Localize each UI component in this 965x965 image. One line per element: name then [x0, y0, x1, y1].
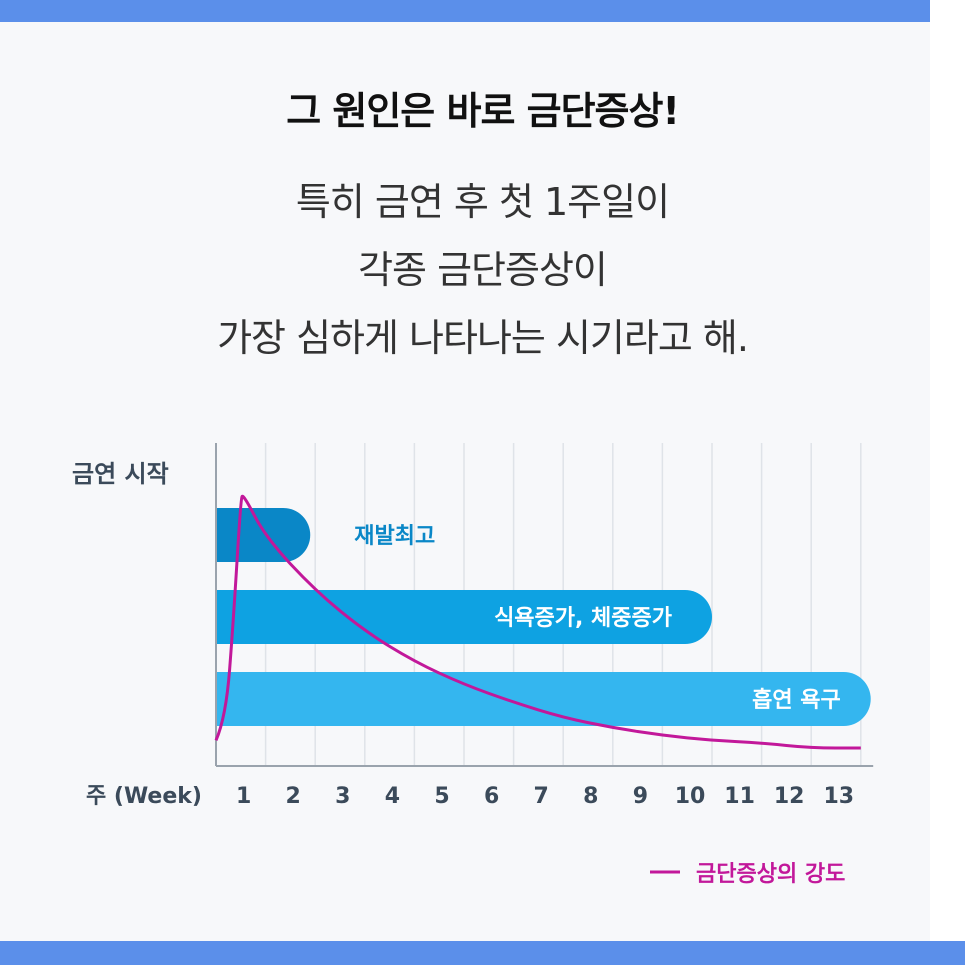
bottom-band	[0, 941, 965, 965]
x-tick-label: 4	[385, 784, 400, 809]
subtitle-line-3: 가장 심하게 나타나는 시기라고 해.	[217, 316, 749, 360]
legend: 금단증상의 강도	[650, 862, 845, 887]
x-tick-label: 5	[434, 784, 449, 809]
bar-label: 식욕증가, 체중증가	[494, 606, 672, 631]
x-tick-labels: 1 2 3 4 5 6 7 8 9 10 11 12 13	[236, 784, 854, 809]
x-tick-label: 10	[675, 784, 706, 809]
x-tick-label: 9	[633, 784, 648, 809]
x-axis-label: 주 (Week)	[86, 784, 202, 809]
subtitle: 특히 금연 후 첫 1주일이 각종 금단증상이 가장 심하게 나타나는 시기라고…	[0, 168, 965, 372]
bar-label: 재발최고	[354, 524, 435, 549]
x-tick-label: 11	[724, 784, 755, 809]
x-tick-label: 3	[335, 784, 350, 809]
x-tick-label: 1	[236, 784, 251, 809]
page-title: 그 원인은 바로 금단증상!	[286, 89, 680, 133]
x-tick-label: 12	[774, 784, 805, 809]
x-tick-label: 6	[484, 784, 499, 809]
bar	[216, 508, 311, 562]
legend-label: 금단증상의 강도	[696, 862, 845, 887]
right-edge	[930, 0, 965, 941]
x-tick-label: 7	[534, 784, 549, 809]
x-tick-label: 8	[583, 784, 598, 809]
x-tick-label: 2	[286, 784, 301, 809]
bar	[216, 590, 712, 644]
top-band	[0, 0, 930, 22]
x-tick-label: 13	[823, 784, 854, 809]
subtitle-line-2: 각종 금단증상이	[358, 248, 608, 292]
bar-label: 흡연 욕구	[752, 688, 841, 713]
intensity-curve	[214, 494, 861, 750]
bar	[216, 672, 871, 726]
subtitle-line-1: 특히 금연 후 첫 1주일이	[295, 180, 670, 224]
y-axis-label: 금연 시작	[72, 460, 169, 488]
